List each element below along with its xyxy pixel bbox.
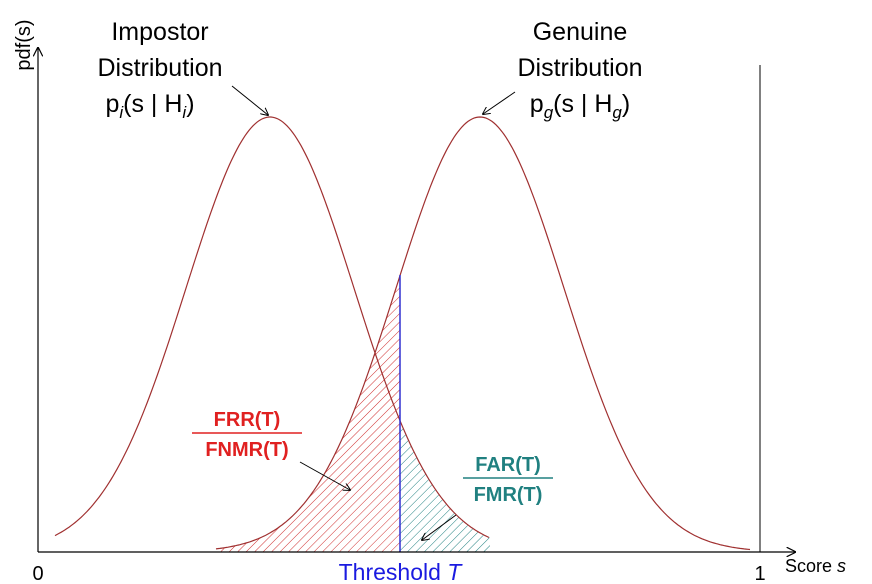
x-start: 0 (32, 563, 43, 584)
genuine-line1: Genuine (533, 18, 628, 46)
frr-region (216, 275, 400, 552)
genuine-line2: Distribution (517, 54, 642, 82)
impostor-line2: Distribution (97, 54, 222, 82)
frr-den: FNMR(T) (205, 439, 288, 461)
arrow (299, 461, 350, 490)
sub: i (182, 103, 187, 122)
mid: (s | H (553, 90, 612, 118)
impostor-formula: pi(s | Hi) (105, 90, 194, 122)
genuine-formula: pg(s | Hg) (530, 90, 630, 122)
impostor-line1: Impostor (111, 18, 208, 46)
frr-num: FRR(T) (214, 409, 281, 431)
arrow (231, 85, 268, 115)
x-label-text: Score (785, 556, 832, 576)
x-label-var: s (837, 556, 846, 576)
sub: g (612, 103, 622, 122)
far-region (400, 420, 490, 552)
end: ) (622, 90, 630, 118)
genuine-curve (215, 116, 751, 551)
y-label: pdf(s) (13, 19, 35, 70)
p: p (105, 90, 119, 118)
threshold-var: T (447, 559, 463, 584)
arrow (483, 91, 516, 114)
impostor-curve (54, 116, 490, 539)
far-num: FAR(T) (475, 454, 541, 476)
sub: g (544, 103, 554, 122)
x-label: Score s (785, 556, 846, 576)
x-end: 1 (754, 563, 765, 584)
end: ) (186, 90, 194, 118)
threshold-text: Threshold (339, 559, 441, 584)
threshold-label: Threshold T (339, 559, 464, 584)
arrow (422, 514, 457, 540)
sub: i (119, 103, 124, 122)
mid: (s | H (123, 90, 182, 118)
far-den: FMR(T) (474, 484, 543, 506)
p: p (530, 90, 544, 118)
